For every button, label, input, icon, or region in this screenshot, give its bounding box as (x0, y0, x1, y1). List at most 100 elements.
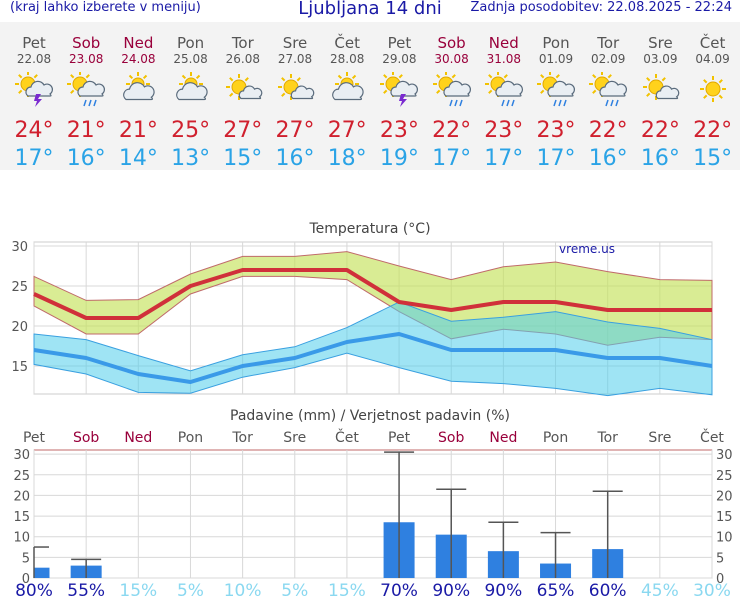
temp-min: 17° (484, 146, 524, 171)
precip-y-tick-left: 30 (13, 448, 30, 463)
day-name: Pet (22, 34, 46, 52)
temp-min: 15° (223, 146, 263, 171)
temp-y-tick: 15 (11, 360, 28, 375)
top-bar: (kraj lahko izberete v meniju) Ljubljana… (0, 0, 740, 22)
day-column: Sre 27.08 27° 16° (269, 22, 321, 172)
day-column: Tor 26.08 27° 15° (217, 22, 269, 172)
temp-max: 23° (379, 118, 419, 143)
day-column: Čet 04.09 22° 15° (687, 22, 739, 172)
day-name: Sob (72, 34, 101, 52)
forecast-strip: Pet 22.08 24° 17° Sob 23.08 21° 16° Ned 24.08 21° 1… (0, 22, 740, 172)
day-name: Ned (488, 34, 519, 52)
temp-max: 27° (223, 118, 263, 143)
precip-probability: 5% (281, 581, 308, 600)
precip-probability: 65% (537, 581, 575, 600)
precip-y-tick-left: 10 (13, 531, 30, 546)
sun-cloud-rain-icon (537, 72, 575, 107)
precip-day-label: Pon (178, 430, 203, 446)
temp-max: 24° (14, 118, 54, 143)
day-date: 30.08 (434, 52, 469, 66)
day-column: Čet 28.08 27° 18° (321, 22, 373, 172)
day-column: Pon 01.09 23° 17° (530, 22, 582, 172)
temp-y-tick: 25 (11, 280, 28, 295)
temp-max: 22° (432, 118, 472, 143)
temp-min: 19° (379, 146, 419, 171)
temp-min: 16° (588, 146, 628, 171)
temp-min: 16° (66, 146, 106, 171)
precip-probability: 55% (67, 581, 105, 600)
day-name: Ned (123, 34, 154, 52)
day-date: 04.09 (695, 52, 730, 66)
sun-icon (699, 76, 726, 102)
sun-cloud-rain-icon (484, 72, 523, 107)
sun-cloud-icon (332, 72, 364, 101)
precip-probability: 80% (15, 581, 53, 600)
day-date: 02.09 (591, 52, 626, 66)
precip-probability: 45% (641, 581, 679, 600)
precip-day-label: Sre (283, 430, 306, 446)
forecast-charts: Temperatura (°C) 15 20 25 30 vreme.us Padavine… (11, 221, 733, 600)
precip-y-tick-left: 0 (22, 572, 30, 587)
temp-max: 22° (693, 118, 733, 143)
day-name: Sre (648, 34, 673, 52)
precip-bar (34, 567, 50, 578)
temp-y-tick: 30 (11, 240, 28, 255)
last-update: Zadnja posodobitev: 22.08.2025 - 22:24 (470, 0, 732, 15)
precip-day-label: Ned (124, 430, 152, 446)
temp-max: 25° (171, 118, 211, 143)
sun-small-cloud-icon (278, 74, 315, 100)
precip-y-tick-right: 5 (716, 551, 724, 566)
day-name: Čet (699, 34, 726, 52)
precip-probability: 60% (589, 581, 627, 600)
page-title: Ljubljana 14 dni (298, 0, 442, 19)
precip-y-tick-right: 15 (716, 510, 733, 525)
sun-small-cloud-icon (225, 74, 263, 100)
precip-day-label: Sob (438, 430, 464, 446)
temp-min: 14° (118, 146, 158, 171)
precip-probability: 5% (177, 581, 204, 600)
tmin-range-band (33, 301, 713, 397)
precip-probability: 10% (224, 581, 262, 600)
precip-y-tick-left: 5 (22, 551, 30, 566)
temp-min: 16° (640, 146, 680, 171)
temp-min: 17° (432, 146, 472, 171)
sun-cloud-thunder-icon (15, 72, 53, 107)
precip-day-label: Tor (596, 430, 618, 446)
tmin-line (33, 332, 713, 384)
temp-max: 27° (327, 118, 367, 143)
day-name: Pet (387, 34, 412, 52)
day-column: Sob 23.08 21° 16° (60, 22, 112, 172)
precip-day-label: Pet (388, 430, 411, 446)
temp-max: 21° (66, 118, 106, 143)
temp-max: 27° (275, 118, 315, 143)
precip-day-label: Čet (700, 428, 724, 446)
day-date: 25.08 (173, 52, 208, 66)
precip-y-tick-left: 25 (13, 469, 30, 484)
day-date: 22.08 (16, 52, 52, 66)
precip-day-label: Ned (489, 430, 517, 446)
precip-probability: 90% (432, 581, 470, 600)
temp-min: 15° (693, 146, 733, 171)
day-date: 27.08 (277, 52, 313, 66)
day-name: Sob (437, 34, 466, 52)
watermark: vreme.us (559, 242, 615, 256)
temp-max: 23° (536, 118, 576, 143)
temp-max: 21° (118, 118, 158, 143)
region-menu-hint[interactable]: (kraj lahko izberete v meniju) (10, 0, 201, 15)
temp-min: 18° (327, 146, 367, 171)
sun-small-cloud-icon (643, 74, 680, 100)
precip-y-tick-right: 0 (716, 572, 724, 587)
day-date: 01.09 (538, 52, 574, 66)
day-name: Tor (231, 34, 254, 52)
sun-cloud-rain-icon (67, 72, 106, 107)
day-name: Pon (176, 34, 205, 52)
temp-chart-title: Temperatura (°C) (308, 221, 430, 237)
temp-max: 23° (484, 118, 524, 143)
sun-cloud-thunder-icon (380, 72, 419, 107)
tmax-line (33, 268, 712, 320)
precip-y-tick-right: 25 (716, 469, 733, 484)
temp-max: 22° (588, 118, 628, 143)
day-date: 23.08 (69, 52, 104, 66)
day-column: Sob 30.08 22° 17° (426, 22, 478, 172)
temp-min: 13° (171, 146, 211, 171)
